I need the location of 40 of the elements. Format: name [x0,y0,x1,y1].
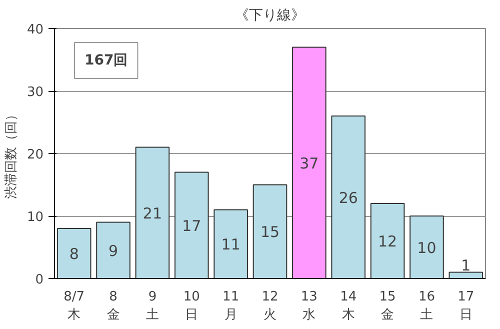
y-tick-label: 30 [26,85,44,100]
x-tick-label: 8 金 [106,290,120,322]
data-label: 26 [338,188,358,207]
x-tick-label: 9 土 [146,290,159,322]
data-label: 17 [182,216,202,235]
x-tick-label: 16 土 [418,290,436,322]
bar [410,216,444,278]
data-label: 10 [417,238,436,257]
bar [174,172,209,278]
bar [292,46,326,278]
data-label: 12 [378,232,398,250]
bar [214,209,248,278]
bar [96,222,130,278]
data-label: 15 [260,223,280,242]
y-tick-label: 0 [35,272,44,288]
y-axis-title: 渋滞回数（回） [4,108,19,199]
data-label: 11 [221,236,240,254]
bar [252,184,288,278]
bar [370,203,405,278]
data-label: 9 [108,242,118,260]
y-tick-label: 20 [26,148,44,162]
y-tick-label: 40 [26,22,44,38]
x-tick-label: 14 木 [340,290,357,322]
x-tick-label: 11 月 [222,290,240,322]
y-tick-label: 10 [26,210,44,225]
bar [135,146,170,278]
data-label: 21 [142,204,162,222]
x-tick-label: 12 火 [262,290,278,322]
x-tick-label: 8/7 木 [64,290,85,322]
chart-title: 《下り線》 [235,8,305,24]
x-tick-label: 10 日 [183,290,200,322]
x-tick-label: 15 金 [379,290,396,322]
bar [56,228,92,278]
data-label: 1 [461,256,471,274]
x-tick-label: 17 日 [458,290,474,322]
data-label: 8 [69,245,79,263]
bar [331,116,366,278]
data-label: 37 [300,154,319,172]
x-tick-label: 13 水 [300,290,318,322]
annotation: 167回 [84,52,128,68]
